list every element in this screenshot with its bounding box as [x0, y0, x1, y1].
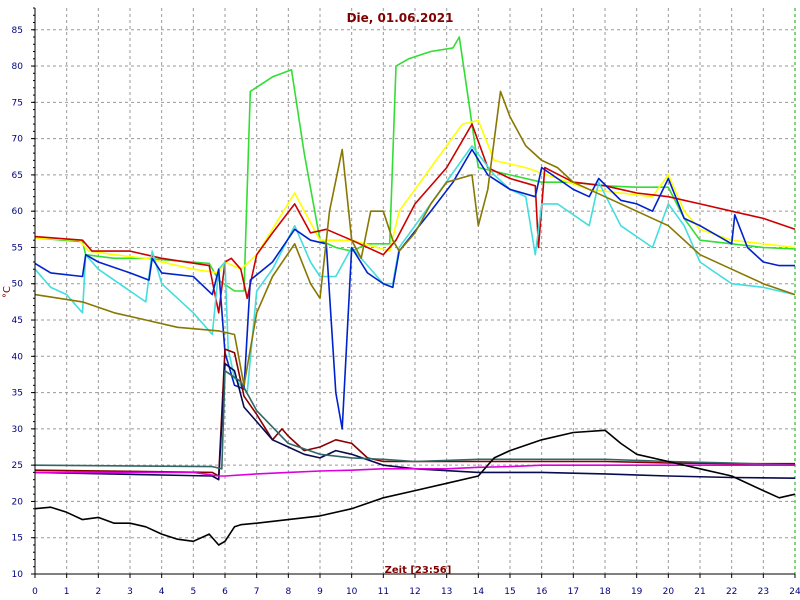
x-tick-label: 23 — [758, 587, 769, 597]
y-tick-label: 20 — [12, 497, 24, 507]
x-tick-label: 17 — [568, 587, 579, 597]
x-tick-label: 13 — [441, 587, 452, 597]
series-line-6 — [34, 90, 796, 387]
x-tick-label: 0 — [32, 587, 38, 597]
x-tick-label: 16 — [536, 587, 548, 597]
x-tick-label: 11 — [378, 587, 389, 597]
y-tick-labels: 10 15 20 25 30 35 40 45 50 55 60 65 70 75 80 85 — [12, 26, 24, 580]
y-tick-label: 45 — [12, 316, 23, 326]
axes — [31, 7, 796, 578]
x-tick-label: 22 — [726, 587, 737, 597]
x-tick-label: 5 — [190, 587, 196, 597]
y-tick-label: 40 — [12, 352, 24, 362]
series-line-7 — [34, 348, 795, 477]
x-tick-label: 24 — [789, 587, 800, 597]
x-tick-label: 2 — [95, 587, 101, 597]
series-line-5 — [34, 148, 795, 430]
x-tick-label: 21 — [694, 587, 705, 597]
x-tick-label: 10 — [346, 587, 358, 597]
y-tick-label: 75 — [12, 98, 23, 108]
x-tick-label: 9 — [317, 587, 323, 597]
x-tick-label: 7 — [254, 587, 260, 597]
y-tick-label: 70 — [12, 135, 24, 145]
y-tick-label: 50 — [12, 280, 24, 290]
x-tick-label: 12 — [409, 587, 420, 597]
x-tick-label: 14 — [473, 587, 485, 597]
y-tick-label: 55 — [12, 243, 23, 253]
x-tick-labels: 0 1 2 3 4 5 6 7 8 9 10 11 12 13 14 15 16 17 18 19 20 21 22 23 24 — [32, 587, 800, 597]
series-line-4 — [34, 145, 796, 394]
y-tick-label: 80 — [12, 62, 24, 72]
x-axis-label: Zeit [23:56] — [385, 565, 452, 576]
x-tick-label: 4 — [159, 587, 165, 597]
y-axis-label: °C — [2, 286, 13, 298]
y-tick-label: 85 — [12, 26, 23, 36]
y-tick-label: 25 — [12, 461, 23, 471]
y-tick-label: 60 — [12, 207, 24, 217]
y-tick-label: 15 — [12, 534, 23, 544]
series-line-2 — [34, 119, 796, 274]
x-tick-label: 19 — [631, 587, 643, 597]
y-tick-label: 30 — [12, 425, 24, 435]
series-line-1 — [34, 36, 796, 292]
y-tick-label: 35 — [12, 389, 23, 399]
x-tick-label: 20 — [663, 587, 675, 597]
series-line-8 — [34, 362, 796, 481]
y-tick-label: 65 — [12, 171, 23, 181]
x-tick-label: 8 — [285, 587, 291, 597]
y-tick-label: 10 — [12, 570, 24, 580]
x-tick-label: 3 — [127, 587, 133, 597]
x-tick-label: 6 — [222, 587, 228, 597]
x-tick-label: 15 — [504, 587, 515, 597]
series-line-10 — [35, 464, 795, 477]
x-tick-label: 1 — [64, 587, 70, 597]
x-tick-label: 18 — [599, 587, 611, 597]
series-group — [34, 36, 796, 546]
series-line-9 — [34, 370, 796, 470]
chart-title: Die, 01.06.2021 — [347, 11, 454, 25]
series-line-11 — [34, 429, 796, 546]
